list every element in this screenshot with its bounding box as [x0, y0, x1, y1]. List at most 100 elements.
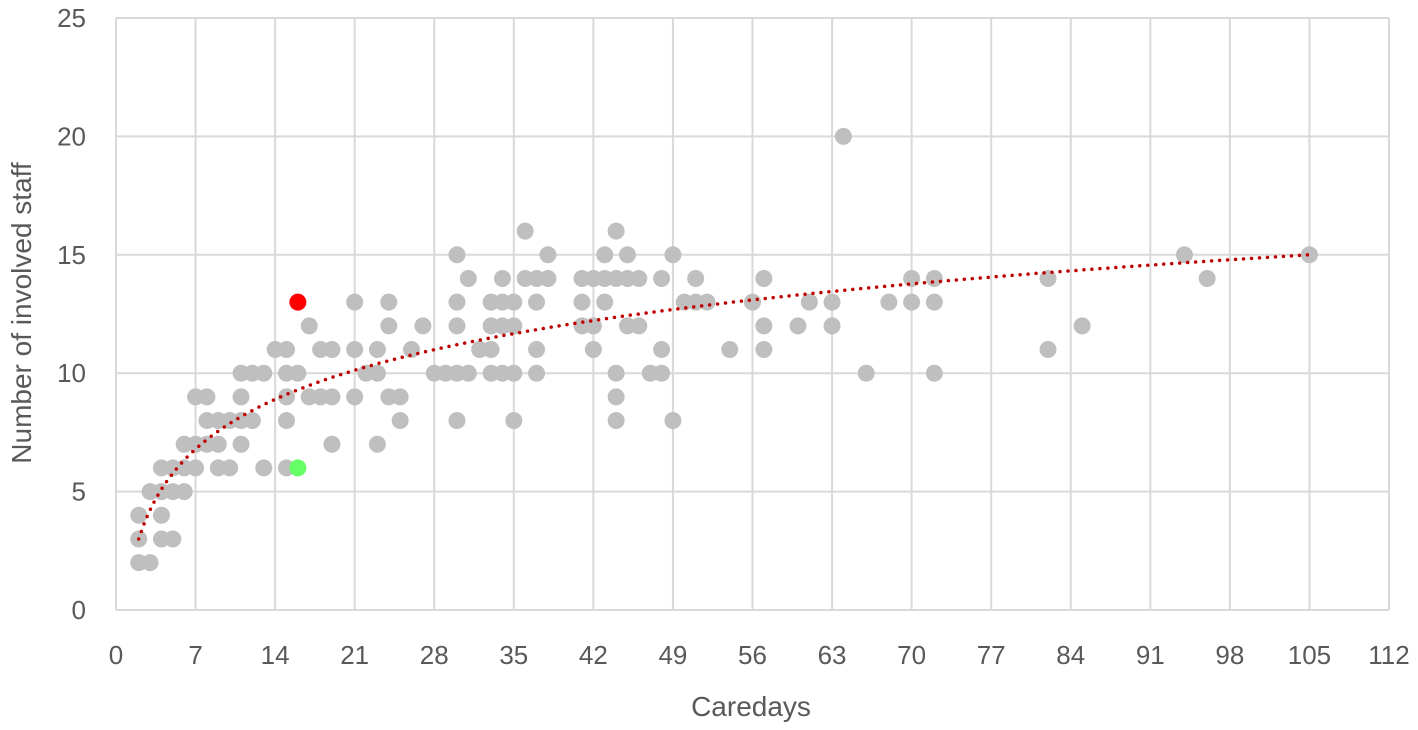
data-point: [1073, 317, 1091, 335]
data-point: [323, 388, 341, 406]
data-point: [482, 341, 500, 359]
data-point: [607, 364, 625, 382]
data-point: [368, 435, 386, 453]
data-point: [687, 269, 705, 287]
data-point: [414, 317, 432, 335]
data-point: [744, 293, 761, 311]
data-point: [607, 388, 625, 406]
data-point: [721, 341, 739, 359]
y-axis-title: Number of involved staff: [6, 162, 37, 464]
data-point: [607, 412, 625, 430]
data-point: [187, 459, 205, 477]
data-point: [755, 341, 773, 359]
data-point: [380, 317, 398, 335]
data-point: [653, 364, 671, 382]
data-point: [198, 388, 216, 406]
highlighted-point-red: [289, 293, 307, 311]
data-point: [323, 341, 341, 359]
data-point: [493, 269, 511, 287]
data-point: [596, 246, 614, 264]
data-point: [221, 459, 239, 477]
data-point: [1300, 246, 1318, 264]
data-point: [925, 269, 943, 287]
data-point: [300, 317, 318, 335]
data-point: [152, 506, 170, 524]
data-point: [505, 364, 523, 382]
x-tick-label: 35: [499, 640, 528, 670]
highlighted-point-green: [289, 459, 307, 477]
data-point: [903, 293, 921, 311]
data-point: [925, 293, 943, 311]
x-tick-label: 21: [340, 640, 369, 670]
x-tick-label: 91: [1136, 640, 1165, 670]
x-tick-label: 56: [738, 640, 767, 670]
x-tick-label: 28: [420, 640, 449, 670]
data-point: [1175, 246, 1193, 264]
data-point: [653, 269, 671, 287]
data-point: [834, 127, 852, 145]
y-tick-label: 20: [57, 121, 86, 151]
y-tick-label: 10: [57, 358, 86, 388]
y-tick-labels: 0 5 10 15 20 25: [57, 3, 86, 625]
data-point: [505, 412, 523, 430]
data-point: [528, 364, 546, 382]
data-point: [368, 341, 386, 359]
highlighted-points: [289, 293, 307, 477]
data-point: [459, 364, 477, 382]
data-point: [596, 293, 614, 311]
x-tick-label: 105: [1288, 640, 1331, 670]
data-point: [391, 388, 409, 406]
data-point: [630, 269, 648, 287]
data-point: [277, 412, 295, 430]
grid: [115, 17, 1390, 611]
x-tick-label: 77: [977, 640, 1006, 670]
data-point: [380, 293, 398, 311]
data-point: [346, 293, 364, 311]
data-point: [584, 341, 602, 359]
y-tick-label: 15: [57, 240, 86, 270]
x-tick-label: 84: [1056, 640, 1085, 670]
data-point: [448, 412, 466, 430]
data-point: [505, 317, 523, 335]
data-point: [539, 269, 557, 287]
data-point: [448, 317, 466, 335]
data-point: [289, 364, 307, 382]
data-point: [391, 412, 409, 430]
x-tick-label: 112: [1368, 640, 1409, 670]
y-tick-label: 5: [72, 477, 86, 507]
data-point: [1039, 341, 1057, 359]
data-point: [209, 435, 227, 453]
data-point: [653, 341, 671, 359]
data-point: [528, 293, 546, 311]
data-point: [698, 293, 716, 311]
data-point: [346, 388, 364, 406]
data-point: [789, 317, 807, 335]
data-point: [664, 246, 682, 264]
data-point: [243, 412, 261, 430]
data-point: [755, 269, 773, 287]
data-point: [141, 554, 159, 572]
data-point: [664, 412, 682, 430]
data-point: [403, 341, 421, 359]
x-tick-label: 14: [261, 640, 290, 670]
data-point: [618, 246, 636, 264]
x-tick-label: 7: [188, 640, 202, 670]
trendline: [136, 253, 1312, 541]
data-point: [755, 317, 773, 335]
data-point: [164, 530, 182, 548]
data-point: [232, 435, 250, 453]
data-point: [277, 388, 295, 406]
x-tick-labels: 0 7 14 21 28 35 42 49 56 63 70 77 84 91 98 105 112: [109, 640, 1410, 670]
data-point: [448, 293, 466, 311]
data-point: [573, 293, 591, 311]
x-axis-title: Caredays: [691, 691, 811, 722]
data-point: [505, 293, 523, 311]
x-tick-label: 98: [1215, 640, 1244, 670]
x-tick-label: 0: [109, 640, 123, 670]
data-point: [130, 506, 148, 524]
data-point: [368, 364, 386, 382]
data-point: [880, 293, 898, 311]
data-point: [925, 364, 943, 382]
data-point: [857, 364, 875, 382]
